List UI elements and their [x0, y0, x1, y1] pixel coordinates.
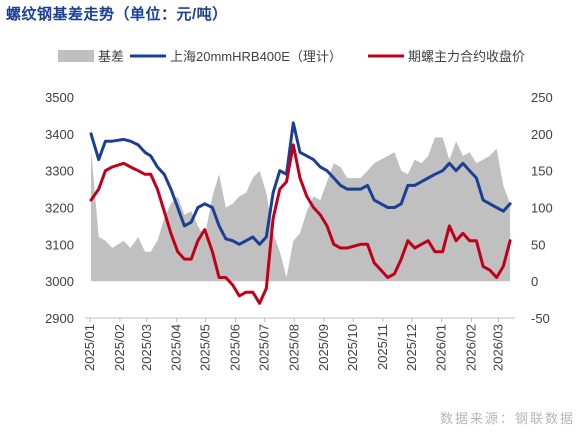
y-right-tick-label: 50	[531, 237, 545, 252]
y-left-tick-label: 3200	[45, 201, 74, 216]
x-tick-label: 2025/01	[82, 324, 97, 371]
x-tick-label: 2025/09	[316, 324, 331, 371]
x-tick-label: 2025/07	[256, 324, 271, 371]
axes: 2900 3000 3100 3200 3300 3400 3500 -50 0 50 100 150…	[45, 90, 553, 371]
source-note: 数据来源：钢联数据	[439, 411, 575, 426]
y-right-tick-label: 100	[531, 201, 553, 216]
y-left-tick-label: 3400	[45, 127, 74, 142]
legend: 基差 上海20mmHRB400E（理计） 期螺主力合约收盘价	[58, 49, 525, 64]
y-left-tick-label: 3100	[45, 237, 74, 252]
page-title: 螺纹钢基差走势（单位：元/吨）	[6, 6, 228, 23]
y-right-tick-label: 0	[531, 274, 538, 289]
x-tick-label: 2026/03	[491, 324, 506, 371]
futures-price-line	[89, 143, 512, 305]
y-right-tick-label: 150	[531, 164, 553, 179]
x-tick-label: 2025/08	[286, 324, 301, 371]
legend-label: 期螺主力合约收盘价	[408, 49, 525, 64]
legend-label: 基差	[98, 49, 124, 64]
spot-price-line	[89, 121, 512, 246]
y-right-tick-label: 200	[531, 127, 553, 142]
legend-swatch-basis	[58, 50, 94, 62]
x-tick-label: 2025/12	[404, 324, 419, 371]
x-tick-label: 2026/02	[464, 324, 479, 371]
x-tick-label: 2025/03	[139, 324, 154, 371]
y-left-tick-label: 3000	[45, 274, 74, 289]
x-tick-label: 2025/02	[112, 324, 127, 371]
x-tick-label: 2025/04	[169, 324, 184, 371]
x-tick-label: 2025/05	[198, 324, 213, 371]
y-left-tick-label: 3500	[45, 90, 74, 105]
legend-label: 上海20mmHRB400E（理计）	[170, 49, 342, 64]
x-tick-label: 2025/06	[228, 324, 243, 371]
y-left-tick-label: 3300	[45, 164, 74, 179]
x-tick-label: 2026/01	[434, 324, 449, 371]
y-right-tick-label: 250	[531, 90, 553, 105]
plot-area	[89, 121, 512, 305]
x-tick-label: 2025/11	[375, 324, 390, 370]
y-left-tick-label: 2900	[45, 311, 74, 326]
x-tick-label: 2025/10	[345, 324, 360, 371]
y-right-tick-label: -50	[531, 311, 550, 326]
